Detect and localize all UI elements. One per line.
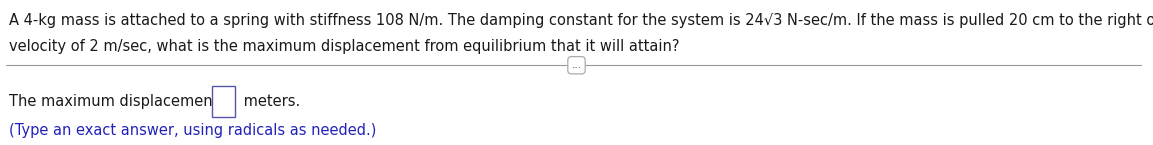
Text: velocity of 2 m/sec, what is the maximum displacement from equilibrium that it w: velocity of 2 m/sec, what is the maximum… — [9, 39, 680, 54]
Text: (Type an exact answer, using radicals as needed.): (Type an exact answer, using radicals as… — [9, 123, 377, 138]
Text: The maximum displacement is: The maximum displacement is — [9, 94, 240, 109]
Text: meters.: meters. — [239, 94, 300, 109]
Text: A 4-kg mass is attached to a spring with stiffness 108 N/m. The damping constant: A 4-kg mass is attached to a spring with… — [9, 13, 1153, 28]
FancyBboxPatch shape — [212, 86, 235, 117]
Text: ...: ... — [572, 60, 581, 70]
